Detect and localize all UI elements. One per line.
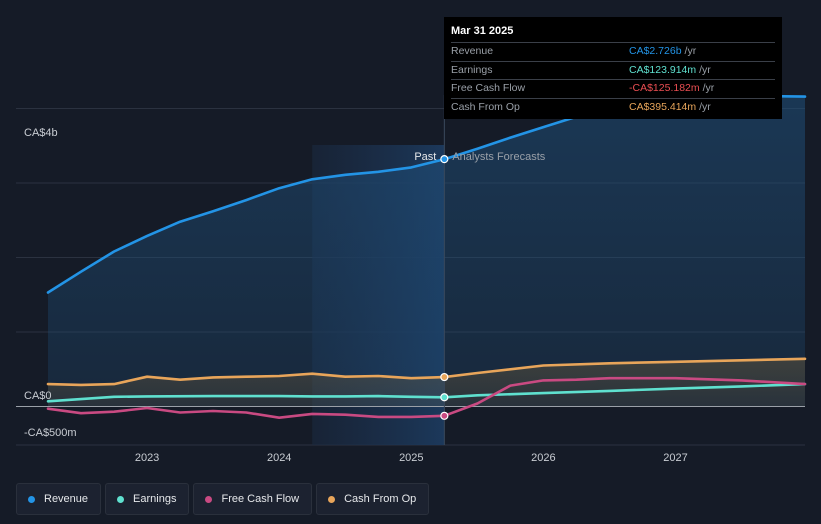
- highlight-point-earnings: [440, 393, 449, 402]
- tooltip-label: Earnings: [451, 63, 493, 76]
- x-tick-label: 2025: [399, 452, 423, 464]
- x-tick-label: 2027: [663, 452, 687, 464]
- tooltip-unit: /yr: [684, 45, 697, 57]
- series-line-free-cash-flow: [46, 376, 807, 419]
- forecast-label: Analysts Forecasts: [452, 151, 545, 163]
- legend-item-revenue[interactable]: Revenue: [16, 483, 102, 515]
- legend-item-free-cash-flow[interactable]: Free Cash Flow: [193, 483, 313, 515]
- tooltip-label: Cash From Op: [451, 100, 520, 113]
- data-tooltip: Mar 31 2025 Revenue CA$2.726b /yr Earnin…: [444, 17, 782, 119]
- tooltip-value: CA$395.414m: [629, 100, 697, 113]
- legend-dot-icon: [28, 495, 35, 503]
- legend-item-cash-from-op[interactable]: Cash From Op: [316, 483, 430, 515]
- y-label-bottom: -CA$500m: [24, 427, 77, 439]
- series-area-revenue: [48, 95, 805, 407]
- tooltip-row-earnings: Earnings CA$123.914m /yr: [451, 60, 775, 80]
- tooltip-row-cash-from-op: Cash From Op CA$395.414m /yr: [451, 97, 775, 117]
- tooltip-label: Revenue: [451, 45, 494, 57]
- highlight-point-free-cash-flow: [440, 411, 449, 420]
- tooltip-row-free-cash-flow: Free Cash Flow -CA$125.182m /yr: [451, 79, 775, 98]
- tooltip-value: CA$2.726b: [629, 45, 682, 57]
- tooltip-unit: /yr: [702, 82, 715, 94]
- legend-label: Free Cash Flow: [221, 493, 300, 505]
- legend-item-earnings[interactable]: Earnings: [105, 483, 190, 515]
- series-line-earnings: [46, 382, 807, 403]
- legend-dot-icon: [205, 495, 213, 503]
- tooltip-value: -CA$125.182m: [629, 82, 700, 94]
- tooltip-label: Free Cash Flow: [451, 82, 526, 94]
- legend-label: Earnings: [133, 493, 177, 505]
- tooltip-row-revenue: Revenue CA$2.726b /yr: [451, 42, 775, 61]
- past-label: Past: [414, 151, 436, 163]
- legend-label: Revenue: [44, 493, 89, 505]
- chart-legend: Revenue Earnings Free Cash Flow Cash Fro…: [16, 483, 430, 515]
- x-tick-label: 2024: [267, 452, 291, 464]
- x-tick-label: 2026: [531, 452, 555, 464]
- tooltip-unit: /yr: [699, 100, 711, 113]
- tooltip-unit: /yr: [699, 63, 711, 76]
- series-area-cash-from-op: [48, 358, 805, 407]
- y-label-top: CA$4b: [24, 127, 58, 139]
- legend-label: Cash From Op: [344, 493, 417, 505]
- highlight-point-revenue: [440, 155, 449, 164]
- legend-dot-icon: [117, 495, 125, 503]
- x-tick-label: 2023: [135, 452, 159, 464]
- y-label-zero: CA$0: [24, 390, 52, 402]
- legend-dot-icon: [328, 495, 336, 503]
- tooltip-value: CA$123.914m: [629, 63, 697, 76]
- highlight-point-cash-from-op: [440, 372, 449, 382]
- series-line-cash-from-op: [46, 357, 807, 387]
- tooltip-date: Mar 31 2025: [451, 25, 514, 37]
